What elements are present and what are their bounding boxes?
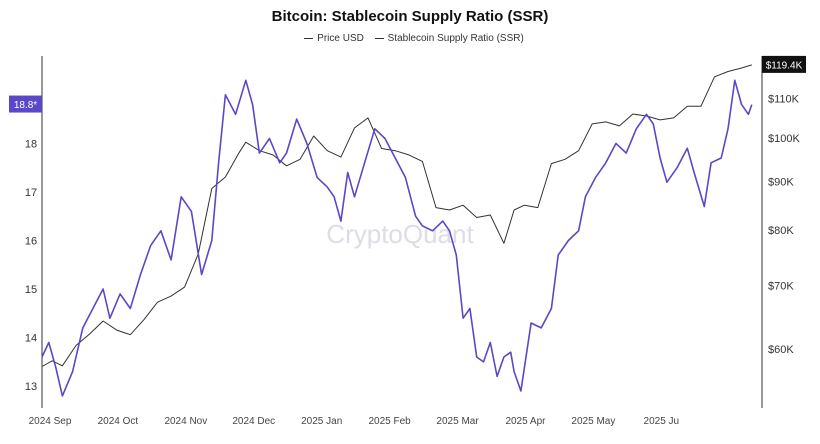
- watermark: CryptoQuant: [326, 219, 474, 249]
- left-tick-label: 17: [25, 187, 37, 199]
- legend: Price USD Stablecoin Supply Ratio (SSR): [0, 33, 820, 44]
- right-tick-label: $80K: [768, 225, 794, 237]
- left-y-axis: 13 14 15 16 17 18: [25, 138, 37, 393]
- x-tick-label: 2025 Ju: [644, 416, 680, 427]
- right-tick-label: $110K: [768, 94, 800, 106]
- series-layer: [41, 64, 753, 397]
- left-tick-label: 18: [25, 138, 37, 150]
- left-tick-label: 16: [25, 235, 37, 247]
- x-tick-label: 2024 Nov: [164, 416, 207, 427]
- value-badges: 18.8* $119.4K: [9, 55, 806, 113]
- right-y-axis: $60K $70K $80K $90K $100K $110K: [768, 94, 800, 356]
- legend-ssr-label: Stablecoin Supply Ratio (SSR): [387, 33, 524, 44]
- left-tick-label: 13: [25, 381, 37, 393]
- right-tick-label: $100K: [768, 133, 800, 145]
- x-axis: 2024 Sep 2024 Oct 2024 Nov 2024 Dec 2025 Jan…: [29, 416, 680, 427]
- price-current-badge: [762, 55, 806, 73]
- x-tick-label: 2025 Apr: [505, 416, 546, 427]
- x-tick-label: 2025 May: [571, 416, 615, 427]
- x-tick-label: 2025 Mar: [436, 416, 479, 427]
- right-tick-label: $70K: [768, 280, 794, 292]
- legend-price-label: Price USD: [317, 33, 364, 44]
- price-usd-line: [41, 64, 752, 367]
- x-tick-label: 2024 Oct: [98, 416, 139, 427]
- ssr-line: [41, 79, 753, 397]
- legend-ssr-swatch: [374, 37, 384, 39]
- right-tick-label: $60K: [768, 344, 794, 356]
- left-tick-label: 14: [25, 333, 37, 345]
- x-tick-label: 2024 Sep: [29, 416, 72, 427]
- chart-title: Bitcoin: Stablecoin Supply Ratio (SSR): [271, 8, 549, 25]
- left-tick-label: 15: [25, 284, 37, 296]
- price-current-value: $119.4K: [766, 60, 803, 71]
- ssr-current-value: 18.8*: [14, 100, 37, 111]
- x-tick-label: 2025 Feb: [368, 416, 411, 427]
- ssr-current-badge: [9, 95, 42, 113]
- legend-price-swatch: [304, 37, 314, 39]
- right-tick-label: $90K: [768, 177, 794, 189]
- x-tick-label: 2025 Jan: [301, 416, 342, 427]
- x-tick-label: 2024 Dec: [232, 416, 275, 427]
